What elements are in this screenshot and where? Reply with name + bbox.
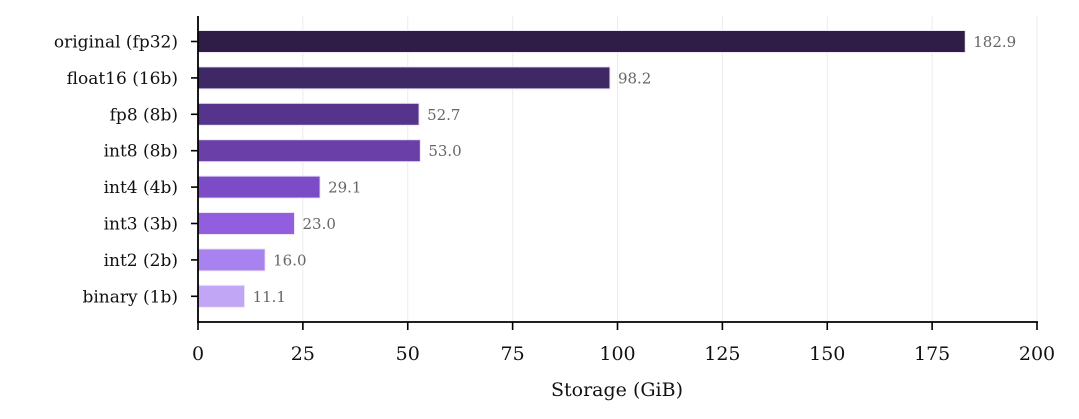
value-label: 98.2: [618, 69, 651, 87]
y-tick-label: int4 (4b): [104, 178, 178, 198]
x-tick-label: 200: [1019, 343, 1055, 365]
y-tick-label: int8 (8b): [104, 142, 178, 162]
y-tick-label: int2 (2b): [104, 251, 178, 271]
value-label: 53.0: [428, 142, 461, 160]
x-axis: 0 25 50 75 100 125 150 175 200: [192, 321, 1055, 365]
x-tick-label: 100: [599, 343, 635, 365]
x-tick-label: 175: [914, 343, 950, 365]
bar: [197, 284, 246, 308]
y-tick-label: binary (1b): [82, 287, 178, 307]
value-label: 23.0: [302, 215, 335, 233]
y-tick-label: int3 (3b): [104, 215, 178, 235]
x-tick-label: 0: [192, 343, 204, 365]
x-tick-label: 50: [396, 343, 420, 365]
bar: [197, 175, 321, 199]
y-axis: original (fp32) float16 (16b) fp8 (8b) int8…: [54, 16, 199, 323]
bar: [197, 248, 266, 272]
gridlines: [302, 16, 1038, 322]
bar: [197, 66, 611, 90]
value-labels: 182.9 98.2 52.7 53.0 29.1 23.0 16.0 11.1: [253, 33, 1017, 306]
y-tick-label: original (fp32): [54, 33, 178, 53]
x-axis-label: Storage (GiB): [551, 379, 683, 401]
bar: [197, 102, 420, 126]
x-tick-label: 25: [291, 343, 315, 365]
value-label: 182.9: [973, 33, 1016, 51]
bar: [197, 212, 295, 235]
bars: [197, 30, 966, 308]
x-tick-label: 125: [704, 343, 740, 365]
value-label: 52.7: [427, 106, 460, 124]
x-tick-label: 75: [501, 343, 525, 365]
value-label: 29.1: [328, 179, 361, 197]
y-tick-label: fp8 (8b): [110, 105, 178, 125]
x-tick-label: 150: [809, 343, 845, 365]
y-tick-label: float16 (16b): [67, 69, 178, 89]
bar: [197, 139, 421, 163]
bar: [197, 30, 966, 53]
value-label: 11.1: [253, 288, 286, 306]
value-label: 16.0: [273, 251, 306, 269]
